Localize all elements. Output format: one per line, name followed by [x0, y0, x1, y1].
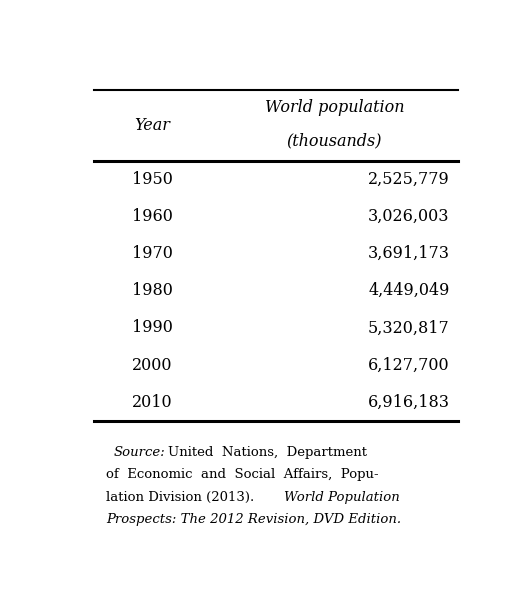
Text: lation Division (2013).: lation Division (2013).	[105, 491, 254, 503]
Text: 3,026,003: 3,026,003	[368, 208, 449, 225]
Text: 5,320,817: 5,320,817	[368, 319, 449, 337]
Text: 6,127,700: 6,127,700	[368, 356, 449, 374]
Text: 6,916,183: 6,916,183	[367, 394, 449, 411]
Text: 2010: 2010	[132, 394, 173, 411]
Text: World Population: World Population	[284, 491, 399, 503]
Text: 2,525,779: 2,525,779	[368, 171, 449, 188]
Text: Prospects: The 2012 Revision, DVD Edition.: Prospects: The 2012 Revision, DVD Editio…	[105, 513, 401, 526]
Text: of  Economic  and  Social  Affairs,  Popu-: of Economic and Social Affairs, Popu-	[105, 469, 378, 481]
Text: 1950: 1950	[132, 171, 173, 188]
Text: 3,691,173: 3,691,173	[367, 245, 449, 262]
Text: 1970: 1970	[132, 245, 173, 262]
Text: World population: World population	[265, 99, 404, 116]
Text: 1980: 1980	[132, 282, 173, 299]
Text: United  Nations,  Department: United Nations, Department	[169, 446, 367, 459]
Text: 2000: 2000	[132, 356, 172, 374]
Text: 4,449,049: 4,449,049	[368, 282, 449, 299]
Text: 1990: 1990	[132, 319, 173, 337]
Text: (thousands): (thousands)	[287, 133, 382, 150]
Text: Year: Year	[134, 116, 170, 134]
Text: 1960: 1960	[132, 208, 173, 225]
Text: Source:: Source:	[114, 446, 165, 459]
